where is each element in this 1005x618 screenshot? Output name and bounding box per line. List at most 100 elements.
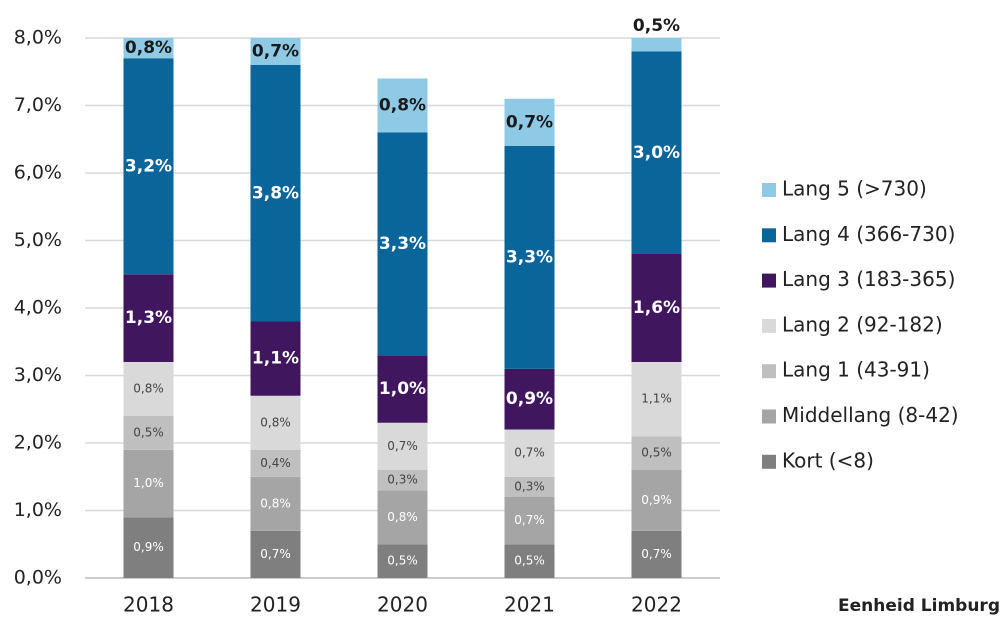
bar-segment <box>250 449 301 477</box>
bar-segment <box>377 78 428 133</box>
bar-segment <box>504 98 555 146</box>
x-tick-label: 2022 <box>631 593 682 617</box>
value-label: 0,5% <box>633 16 680 36</box>
value-label: 0,5% <box>514 554 545 568</box>
bar-segment <box>504 497 555 545</box>
bar-segment <box>631 362 682 437</box>
value-label: 0,8% <box>125 38 172 58</box>
value-label: 1,1% <box>252 349 299 369</box>
y-tick-label: 6,0% <box>14 162 62 184</box>
bar-segment <box>123 362 174 416</box>
x-tick-label: 2020 <box>377 593 428 617</box>
x-tick-label: 2018 <box>123 593 174 617</box>
legend-swatch <box>762 228 776 243</box>
y-tick-label: 1,0% <box>14 499 62 521</box>
legend-swatch <box>762 183 776 197</box>
bar-segment <box>250 38 301 65</box>
value-label: 0,7% <box>506 112 553 132</box>
legend-label: Middellang (8-42) <box>782 403 959 427</box>
labels: 0,0% 1,0% 2,0% 3,0% 4,0% 5,0% 6,0% 7,0% 8,0% 2018… <box>14 16 959 617</box>
value-label: 0,3% <box>514 479 545 493</box>
bar-segment <box>123 58 174 275</box>
legend-swatch <box>762 318 776 333</box>
x-tick-label: 2019 <box>250 593 301 617</box>
value-label: 1,6% <box>633 298 680 318</box>
value-label: 3,8% <box>252 183 299 203</box>
bar-segment <box>377 544 428 578</box>
value-label: 0,9% <box>641 493 672 507</box>
bar-segment <box>631 436 682 470</box>
bar-segment <box>250 530 301 578</box>
legend-label: Lang 4 (366-730) <box>782 222 955 246</box>
bar-segment <box>250 65 301 322</box>
value-label: 0,9% <box>133 540 164 554</box>
value-label: 0,3% <box>387 473 418 487</box>
legend-label: Lang 3 (183-365) <box>782 267 955 291</box>
legend-swatch <box>762 409 776 424</box>
legend-swatch <box>762 273 776 288</box>
bar-segment <box>504 146 555 369</box>
legend-swatch <box>762 454 776 469</box>
value-label: 0,7% <box>514 446 545 460</box>
value-label: 0,4% <box>260 456 291 470</box>
value-label: 0,8% <box>379 96 426 116</box>
bar-segment <box>250 321 301 396</box>
value-label: 1,0% <box>379 379 426 399</box>
bar-segment <box>377 490 428 545</box>
value-label: 0,8% <box>133 382 164 396</box>
value-label: 1,3% <box>125 308 172 328</box>
bar-segment <box>377 470 428 491</box>
value-label: 0,7% <box>387 439 418 453</box>
bar-segment <box>504 429 555 477</box>
bar-segment <box>123 38 174 59</box>
value-label: 0,5% <box>133 425 164 439</box>
x-tick-label: 2021 <box>504 593 555 617</box>
y-tick-label: 5,0% <box>14 229 62 251</box>
legend-swatch <box>762 364 776 379</box>
value-label: 3,3% <box>506 247 553 267</box>
y-tick-label: 3,0% <box>14 364 62 386</box>
bar-segment <box>377 132 428 356</box>
value-label: 0,9% <box>506 389 553 409</box>
value-label: 1,1% <box>641 392 672 406</box>
bar-segment <box>377 422 428 470</box>
value-label: 3,0% <box>633 143 680 163</box>
bar-segment <box>631 254 682 362</box>
bar-segment <box>631 530 682 578</box>
y-tick-label: 8,0% <box>14 27 62 49</box>
bar-segment <box>123 416 174 450</box>
bar-segment <box>123 274 174 362</box>
bar-segment <box>631 470 682 531</box>
legend-label: Lang 1 (43-91) <box>782 358 930 382</box>
value-label: 0,7% <box>260 547 291 561</box>
value-label: 3,2% <box>125 156 172 176</box>
bar-segment <box>504 476 555 497</box>
y-tick-label: 2,0% <box>14 432 62 454</box>
value-label: 1,0% <box>133 476 164 490</box>
bar-segment <box>504 368 555 430</box>
value-label: 0,7% <box>514 513 545 527</box>
value-label: 0,7% <box>252 42 299 62</box>
bar-segment <box>377 355 428 423</box>
value-label: 0,5% <box>641 446 672 460</box>
bar-segment <box>631 38 682 52</box>
value-label: 0,8% <box>387 510 418 524</box>
legend-label: Kort (<8) <box>782 448 874 472</box>
value-label: 0,8% <box>260 415 291 429</box>
legend-label: Lang 2 (92-182) <box>782 312 943 336</box>
bar-segment <box>123 517 174 578</box>
y-tick-label: 0,0% <box>14 567 62 589</box>
annotation: Eenheid Limburg <box>838 596 1000 616</box>
bar-segment <box>250 476 301 531</box>
bar-segment <box>250 395 301 450</box>
bar-segment <box>504 544 555 578</box>
value-label: 0,5% <box>387 554 418 568</box>
value-label: 0,7% <box>641 547 672 561</box>
bar-segment <box>123 449 174 518</box>
value-label: 3,3% <box>379 234 426 254</box>
y-tick-label: 7,0% <box>14 94 62 116</box>
bar-segment <box>631 51 682 254</box>
legend-label: Lang 5 (>730) <box>782 177 927 201</box>
value-label: 0,8% <box>260 496 291 510</box>
